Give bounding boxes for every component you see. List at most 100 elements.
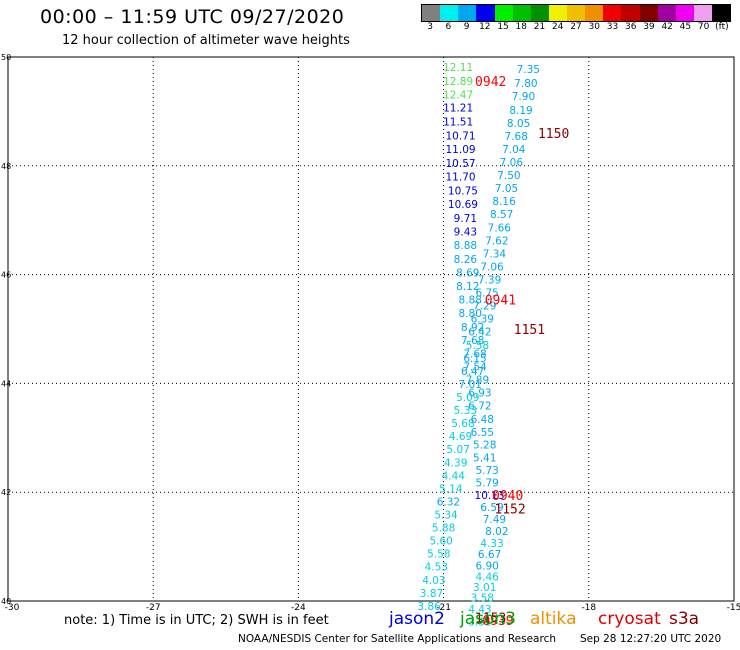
wave-height-point: 6.32 (437, 496, 460, 508)
legend-swatch (675, 5, 694, 21)
legend-label: 27 (570, 22, 582, 32)
wave-height-point: 5.07 (446, 444, 469, 456)
wave-height-point: 4.69 (449, 431, 472, 443)
wave-height-point: 11.70 (446, 172, 476, 184)
satellite-label-s3a: s3a (669, 609, 700, 629)
credit-text: NOAA/NESDIS Center for Satellite Applica… (238, 633, 556, 645)
legend-swatch (458, 5, 477, 21)
wave-height-point: 8.26 (454, 254, 478, 266)
wave-height-point: 3.58 (471, 593, 494, 605)
y-tick-label: 40 (1, 597, 11, 606)
chart-subtitle: 12 hour collection of altimeter wave hei… (62, 33, 350, 48)
wave-height-point: 5.28 (473, 439, 496, 451)
legend-swatch (585, 5, 604, 21)
wave-height-point: 7.68 (463, 348, 486, 360)
wave-height-point: 6.39 (471, 314, 494, 326)
y-tick-label: 42 (1, 488, 11, 497)
wave-height-point: 7.68 (461, 335, 484, 347)
legend-label: (ft) (715, 22, 729, 32)
wave-height-point: 7.66 (488, 222, 512, 234)
wave-height-point: 7.35 (517, 64, 540, 76)
wave-height-point: 6.42 (468, 327, 491, 339)
wave-height-point: 5.41 (473, 452, 496, 464)
wave-height-point: 4.39 (444, 457, 467, 469)
wave-height-point: 7.05 (495, 183, 518, 195)
wave-height-point: 3.01 (473, 582, 496, 594)
satellite-label-altika: altika (530, 609, 577, 629)
wave-height-point: 7.54 (463, 362, 487, 374)
x-tick-label: -15 (727, 603, 740, 613)
legend-label: 36 (624, 22, 637, 32)
legend-label: 21 (533, 22, 546, 32)
wave-height-point: 6.93 (468, 388, 491, 400)
wave-height-point: 8.88 (459, 295, 482, 307)
wave-height-point: 10.69 (448, 199, 478, 211)
wave-height-point: 6.72 (468, 401, 491, 413)
legend-swatch (476, 5, 495, 21)
satellite-label-jason3: jason3 (460, 609, 516, 629)
wave-height-point: 10.71 (446, 130, 476, 142)
legend-swatch (621, 5, 640, 21)
wave-height-point: 8.92 (461, 322, 484, 334)
legend-label: 24 (552, 22, 564, 32)
wave-height-point: 9.71 (454, 213, 477, 225)
wave-height-point: 7.39 (478, 274, 501, 286)
wave-height-point: 5.73 (475, 465, 498, 477)
pass-time-label: 1152 (494, 503, 525, 518)
satellite-label-cryosat: cryosat (598, 609, 661, 629)
wave-height-point: 7.50 (497, 170, 520, 182)
wave-height-point: 4.44 (442, 470, 466, 482)
wave-height-point: 6.75 (475, 288, 498, 300)
legend-label: 15 (497, 22, 509, 32)
pass-time-label: 1150 (538, 127, 569, 142)
legend-swatch (603, 5, 622, 21)
y-tick-label: 48 (1, 162, 11, 171)
wave-height-point: 7.49 (483, 514, 506, 526)
wave-height-point: 12.11 (443, 62, 473, 74)
legend-label: 18 (515, 22, 528, 32)
wave-height-point: 4.43 (468, 604, 491, 616)
wave-height-point: 8.19 (509, 105, 532, 117)
generated-timestamp: Sep 28 12:27:20 UTC 2020 (580, 633, 722, 645)
pass-time-label: 0940 (492, 489, 523, 504)
legend-swatch (693, 5, 712, 21)
pass-time-label: 0941 (485, 294, 516, 309)
wave-height-point: 6.59 (480, 502, 503, 514)
x-tick-label: -21 (436, 603, 451, 613)
wave-height-point: 4.53 (425, 562, 448, 574)
wave-height-point: 10.13 (475, 490, 505, 502)
legend-label: 70 (697, 22, 710, 32)
wave-height-point: 8.80 (459, 308, 482, 320)
wave-height-point: 5.33 (454, 405, 477, 417)
wave-height-point: 6.48 (471, 414, 494, 426)
pass-time-label: 1151 (514, 323, 545, 338)
wave-height-point: 5.68 (451, 418, 474, 430)
y-tick-label: 50 (1, 53, 11, 62)
legend-label: 39 (643, 22, 655, 32)
legend-swatch (548, 5, 567, 21)
wave-height-point: 5.79 (475, 477, 498, 489)
y-tick-label: 46 (1, 271, 11, 280)
legend-label: 30 (588, 22, 600, 32)
legend-label: 3 (427, 22, 433, 32)
wave-height-point: 7.68 (505, 131, 528, 143)
legend-swatch (657, 5, 676, 21)
x-tick-label: -24 (291, 603, 306, 613)
wave-height-point: 8.16 (492, 196, 516, 208)
wave-height-point: 5.58 (466, 340, 489, 352)
legend-label: 33 (606, 22, 619, 32)
wave-height-point: 7.01 (459, 379, 482, 391)
pass-time-label: 0942 (475, 75, 506, 90)
pass-time-label: 0939 (482, 614, 513, 629)
wave-height-point: 8.12 (456, 281, 479, 293)
wave-height-point: 6.47 (461, 366, 484, 378)
pass-time-label: 1153 (475, 611, 506, 626)
satellite-label-jason2: jason2 (389, 609, 445, 629)
wave-height-point: 11.21 (443, 103, 473, 115)
wave-height-point: 3.31 (468, 617, 491, 629)
wave-height-point: 8.88 (454, 240, 477, 252)
legend-swatch (530, 5, 549, 21)
footnote: note: 1) Time is in UTC; 2) SWH is in fe… (64, 613, 329, 628)
wave-height-point: 3.86 (417, 601, 441, 613)
legend-swatch (567, 5, 586, 21)
